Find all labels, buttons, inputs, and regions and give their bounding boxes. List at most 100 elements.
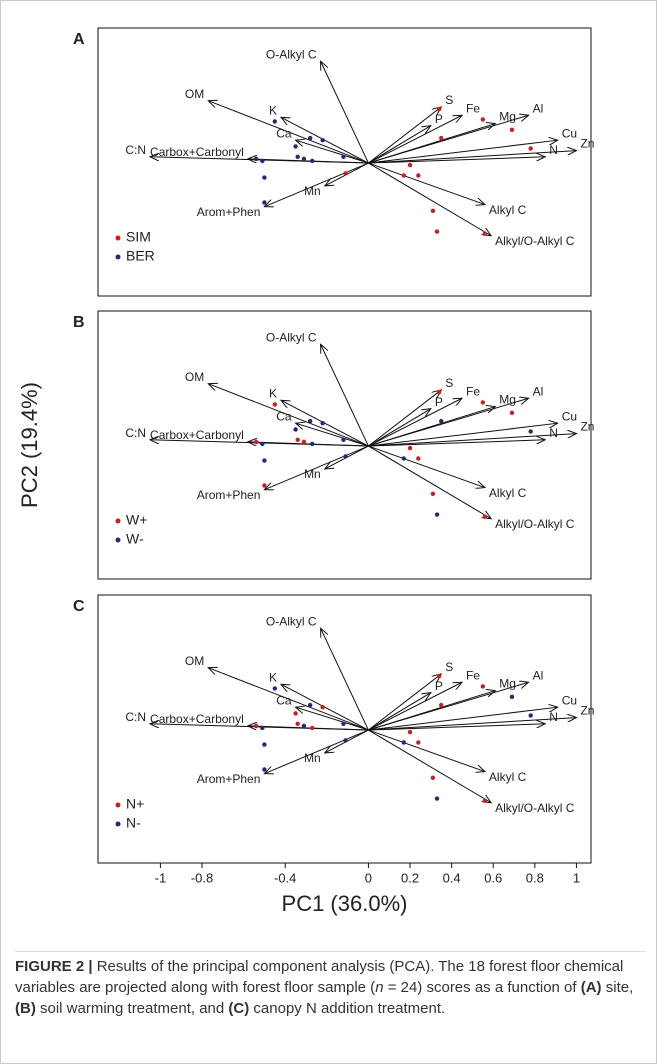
caption-segment: Results of the principal component analy… xyxy=(15,958,624,996)
caption-segment: site, xyxy=(601,979,634,996)
x-tick-label: 0.2 xyxy=(401,870,419,885)
score-point xyxy=(430,491,436,497)
caption-segment: (B) xyxy=(15,1000,36,1017)
loading-label: S xyxy=(445,376,453,390)
score-point xyxy=(407,729,413,735)
loading-arrow xyxy=(208,668,369,731)
loading-label: Zn xyxy=(580,704,594,718)
loading-label: O-Alkyl C xyxy=(266,614,317,628)
loading-arrow xyxy=(368,162,484,205)
legend-label: W- xyxy=(126,531,144,547)
loading-label: OM xyxy=(185,370,204,384)
score-point xyxy=(320,137,325,143)
loading-label: O-Alkyl C xyxy=(266,330,317,344)
plot-frame xyxy=(97,27,592,297)
loading-label: Al xyxy=(533,668,544,682)
x-tick-label: -0.8 xyxy=(191,870,213,885)
legend-marker xyxy=(115,802,121,808)
panel-label: A xyxy=(73,31,85,48)
loading-label: Zn xyxy=(580,137,594,151)
plot-frame xyxy=(97,310,592,580)
loading-label: Fe xyxy=(466,384,480,398)
score-point xyxy=(436,106,442,112)
loading-label: Al xyxy=(533,384,544,398)
loading-arrow xyxy=(368,682,462,731)
loading-arrow xyxy=(368,126,430,164)
loading-arrow xyxy=(368,724,545,731)
loading-arrow xyxy=(368,445,484,488)
loading-arrow xyxy=(296,423,369,447)
loading-arrow xyxy=(368,729,491,803)
score-point xyxy=(343,738,348,743)
chart: A O-Alkyl C OM K Ca C:N Carbox+Carbonyl Mn Arom+… xyxy=(17,27,594,916)
loading-arrow xyxy=(368,390,441,447)
score-point xyxy=(310,441,315,447)
score-point xyxy=(301,156,307,162)
score-point xyxy=(480,400,486,405)
score-point xyxy=(430,208,436,214)
score-point xyxy=(301,439,307,445)
score-point xyxy=(439,135,444,141)
loading-label: Alkyl C xyxy=(489,486,527,500)
legend-marker xyxy=(115,235,121,241)
score-point xyxy=(295,154,300,160)
caption: FIGURE 2 | Results of the principal comp… xyxy=(15,951,645,1019)
loading-arrow xyxy=(248,442,369,447)
loading-label: Cu xyxy=(562,693,577,707)
loading-arrow xyxy=(368,151,576,164)
loading-arrow xyxy=(264,162,369,207)
loading-arrow xyxy=(248,159,369,164)
score-point xyxy=(407,162,413,168)
score-point xyxy=(253,723,259,729)
score-point xyxy=(439,418,444,424)
score-point xyxy=(262,767,267,772)
loading-label: Alkyl/O-Alkyl C xyxy=(495,801,575,815)
loading-arrow xyxy=(368,434,576,447)
loading-label: N xyxy=(549,426,558,440)
loading-label: Carbox+Carbonyl xyxy=(150,428,244,442)
caption-segment: (C) xyxy=(228,1000,250,1017)
x-tick-label: -0.4 xyxy=(274,870,296,885)
score-point xyxy=(482,514,488,519)
loading-arrow xyxy=(368,682,528,731)
loading-label: Al xyxy=(533,101,544,115)
loading-arrow xyxy=(368,423,557,447)
score-point xyxy=(416,740,421,745)
panel-label: C xyxy=(73,598,85,615)
score-point xyxy=(260,158,265,164)
loading-arrow xyxy=(296,707,369,731)
score-point xyxy=(301,723,307,729)
score-point xyxy=(434,229,440,234)
panel-label: B xyxy=(73,314,85,331)
loading-label: Mn xyxy=(304,467,321,481)
score-point xyxy=(293,144,298,149)
score-point xyxy=(430,775,436,781)
score-point xyxy=(528,713,533,718)
loading-label: C:N xyxy=(125,710,146,724)
loading-arrow xyxy=(368,157,545,164)
x-tick-label: 0.4 xyxy=(443,870,461,885)
loading-label: Ca xyxy=(276,693,292,707)
loading-arrow xyxy=(321,344,369,447)
loading-arrow xyxy=(368,440,545,447)
loading-label: S xyxy=(445,660,453,674)
score-point xyxy=(262,742,267,747)
score-point xyxy=(307,135,313,141)
legend-marker xyxy=(115,821,121,827)
score-point xyxy=(341,154,346,160)
loading-arrow xyxy=(264,729,369,774)
loading-label: Fe xyxy=(466,668,480,682)
legend-label: N- xyxy=(126,815,141,831)
score-point xyxy=(341,721,346,727)
loading-label: Mn xyxy=(304,751,321,765)
score-point xyxy=(293,711,298,716)
loading-label: Ca xyxy=(276,126,292,140)
score-point xyxy=(262,483,267,488)
score-point xyxy=(416,456,421,461)
caption-segment: = 24) scores as a function of xyxy=(383,979,581,996)
score-point xyxy=(262,200,267,205)
score-point xyxy=(482,798,488,803)
score-point xyxy=(407,445,413,451)
caption-segment: soil warming treatment, and xyxy=(35,1000,229,1017)
